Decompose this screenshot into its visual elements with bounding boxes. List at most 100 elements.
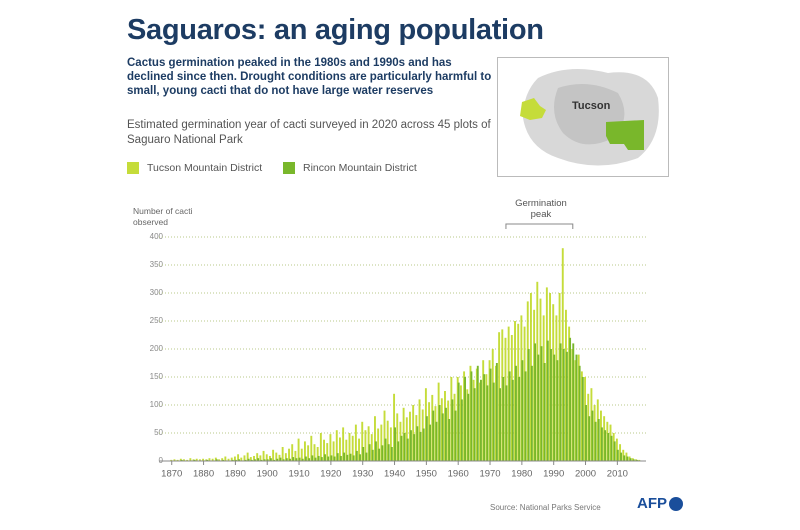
bar: [314, 457, 317, 461]
bar: [281, 447, 284, 461]
bar: [310, 435, 313, 461]
bar: [230, 457, 233, 461]
bar: [298, 457, 301, 461]
bar: [237, 454, 240, 461]
bar: [530, 365, 533, 461]
bar: [330, 455, 333, 461]
bar: [329, 434, 332, 461]
bar: [349, 453, 352, 461]
annotation-text: Germination peak: [515, 198, 567, 220]
bar: [457, 382, 460, 461]
bar: [432, 410, 435, 461]
map-label: Tucson: [572, 100, 611, 112]
bar: [208, 458, 211, 461]
bar: [338, 437, 341, 461]
bar: [300, 448, 303, 461]
bar: [257, 458, 260, 461]
bar: [569, 337, 572, 461]
legend-item: Rincon Mountain District: [283, 162, 417, 174]
bar: [374, 416, 376, 461]
bar: [475, 368, 478, 461]
bar: [464, 377, 467, 461]
bar: [262, 450, 265, 461]
bar: [202, 458, 205, 461]
bar: [173, 459, 176, 461]
credit: AFP: [637, 495, 683, 512]
bar: [632, 459, 635, 461]
bar: [613, 441, 616, 461]
y-axis-label: Number of cacti observed: [133, 206, 193, 227]
bar: [354, 424, 357, 461]
bar: [275, 452, 278, 461]
legend-label: Tucson Mountain District: [147, 162, 263, 174]
bar: [480, 379, 482, 461]
bar: [448, 419, 451, 461]
bar: [276, 458, 279, 461]
bar: [186, 459, 189, 461]
y-tick-label: 200: [150, 344, 164, 353]
title: Saguaros: an aging population: [127, 14, 544, 46]
logo-dot: [669, 496, 683, 511]
bar: [365, 452, 368, 461]
bar: [336, 453, 339, 461]
bar: [294, 450, 297, 461]
bar: [221, 458, 224, 461]
bar: [359, 454, 361, 461]
x-tick-label: 1920: [320, 469, 341, 480]
x-tick-label: 1960: [448, 469, 469, 480]
bar: [476, 365, 479, 461]
bar: [176, 459, 179, 461]
bar: [247, 458, 250, 461]
bar: [534, 343, 537, 461]
bar: [238, 459, 241, 461]
subtitle: Cactus germination peaked in the 1980s a…: [127, 57, 492, 97]
bar: [604, 430, 607, 461]
x-tick-label: 1930: [352, 469, 373, 480]
x-tick-label: 1900: [257, 469, 278, 480]
y-tick-label: 350: [150, 260, 164, 269]
y-tick-label: 100: [150, 400, 164, 409]
bar: [419, 431, 422, 461]
x-tick-label: 2000: [575, 469, 596, 480]
legend-swatch: [283, 162, 295, 174]
bar: [327, 456, 330, 461]
bar: [416, 426, 419, 461]
bar: [343, 452, 346, 461]
bar: [332, 441, 335, 461]
bar: [278, 454, 281, 461]
bar: [565, 351, 568, 461]
bar: [222, 459, 225, 461]
bar: [623, 455, 626, 461]
bar: [594, 421, 597, 461]
rincon-mountain-park: [606, 120, 644, 150]
x-tick-label: 1880: [193, 469, 214, 480]
bar: [260, 459, 263, 461]
bar: [284, 453, 287, 461]
bar: [272, 449, 275, 461]
x-tick-label: 1890: [225, 469, 246, 480]
bar: [467, 393, 470, 461]
bar: [380, 424, 383, 461]
bar: [591, 410, 594, 461]
bar: [297, 438, 300, 461]
bar: [231, 459, 234, 461]
bar: [435, 421, 438, 461]
bar: [629, 458, 632, 461]
bar: [409, 430, 412, 461]
bar: [437, 382, 440, 461]
bar: [233, 456, 236, 461]
bar: [463, 371, 466, 461]
bar: [628, 456, 631, 461]
x-tick-label: 1950: [416, 469, 437, 480]
bar: [527, 349, 530, 461]
bar: [635, 459, 638, 461]
bar: [249, 457, 252, 461]
bar: [352, 455, 355, 461]
bar: [603, 416, 606, 461]
credit-text: AFP: [637, 495, 667, 512]
bar: [511, 379, 514, 461]
bar: [553, 354, 556, 461]
bar: [626, 456, 629, 461]
bar: [250, 459, 253, 461]
